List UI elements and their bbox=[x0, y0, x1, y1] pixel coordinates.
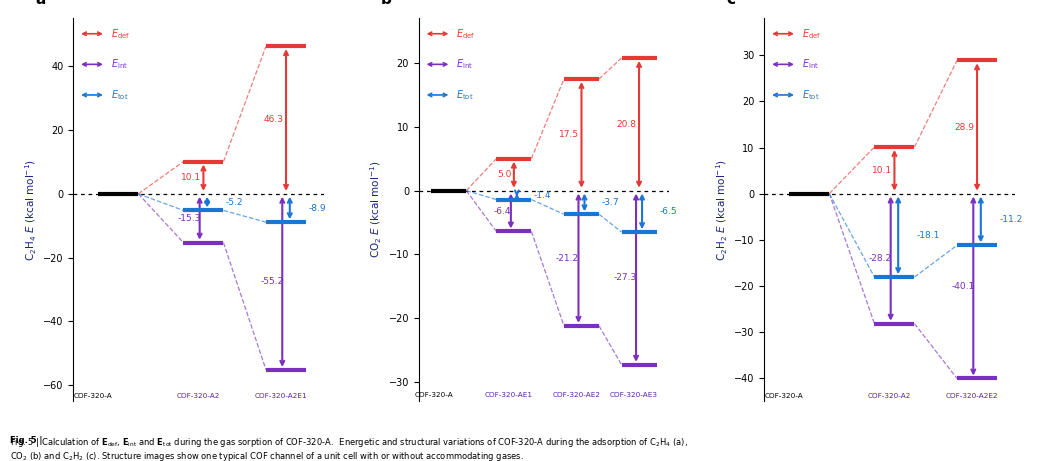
Text: COF-320-A: COF-320-A bbox=[765, 393, 803, 399]
Text: -1.4: -1.4 bbox=[533, 190, 551, 200]
Text: -18.1: -18.1 bbox=[917, 231, 940, 240]
Text: -6.4: -6.4 bbox=[494, 207, 511, 216]
Text: -40.1: -40.1 bbox=[951, 282, 975, 290]
Text: Fig. 5 | Calculation of $\mathbf{E}_{\rm def}$, $\mathbf{E}_{\rm int}$ and $\mat: Fig. 5 | Calculation of $\mathbf{E}_{\rm… bbox=[10, 436, 688, 461]
Text: -27.3: -27.3 bbox=[613, 273, 637, 282]
Text: COF-320-A2: COF-320-A2 bbox=[868, 393, 911, 399]
Text: $E_{\mathrm{def}}$: $E_{\mathrm{def}}$ bbox=[111, 27, 130, 41]
Text: COF-320-A2E1: COF-320-A2E1 bbox=[255, 394, 308, 400]
Text: a: a bbox=[36, 0, 46, 7]
Text: -15.3: -15.3 bbox=[178, 214, 201, 223]
Text: -11.2: -11.2 bbox=[1000, 215, 1023, 224]
Text: 5.0: 5.0 bbox=[497, 170, 511, 179]
Text: COF-320-A2E2: COF-320-A2E2 bbox=[946, 393, 998, 399]
Text: $E_{\mathrm{tot}}$: $E_{\mathrm{tot}}$ bbox=[802, 88, 819, 102]
Y-axis label: C$_2$H$_2$ $E$ (kcal mol$^{-1}$): C$_2$H$_2$ $E$ (kcal mol$^{-1}$) bbox=[714, 159, 730, 261]
Text: -5.2: -5.2 bbox=[226, 198, 244, 207]
Text: COF-320-AE3: COF-320-AE3 bbox=[610, 392, 658, 398]
Text: 10.1: 10.1 bbox=[871, 166, 892, 175]
Text: -28.2: -28.2 bbox=[869, 254, 892, 263]
Text: $E_{\mathrm{def}}$: $E_{\mathrm{def}}$ bbox=[802, 27, 821, 41]
Text: c: c bbox=[727, 0, 735, 7]
Text: -3.7: -3.7 bbox=[601, 198, 619, 207]
Text: Fig. 5 |: Fig. 5 | bbox=[10, 436, 46, 445]
Text: 28.9: 28.9 bbox=[955, 123, 975, 131]
Text: 17.5: 17.5 bbox=[559, 130, 579, 139]
Text: $E_{\mathrm{tot}}$: $E_{\mathrm{tot}}$ bbox=[111, 88, 129, 102]
Text: 20.8: 20.8 bbox=[616, 120, 637, 129]
Text: b: b bbox=[381, 0, 392, 7]
Y-axis label: C$_2$H$_4$ $E$ (kcal mol$^{-1}$): C$_2$H$_4$ $E$ (kcal mol$^{-1}$) bbox=[23, 159, 39, 261]
Text: 46.3: 46.3 bbox=[264, 116, 283, 124]
Text: $E_{\mathrm{int}}$: $E_{\mathrm{int}}$ bbox=[456, 58, 473, 71]
Text: COF-320-AE1: COF-320-AE1 bbox=[485, 392, 532, 398]
Text: -21.2: -21.2 bbox=[555, 254, 579, 263]
Text: COF-320-A: COF-320-A bbox=[74, 394, 113, 400]
Text: -55.2: -55.2 bbox=[260, 278, 283, 286]
Text: COF-320-AE2: COF-320-AE2 bbox=[552, 392, 600, 398]
Text: COF-320-A2: COF-320-A2 bbox=[177, 394, 220, 400]
Text: COF-320-A: COF-320-A bbox=[414, 392, 453, 398]
Text: 10.1: 10.1 bbox=[181, 173, 201, 182]
Text: $E_{\mathrm{int}}$: $E_{\mathrm{int}}$ bbox=[111, 58, 128, 71]
Text: $E_{\mathrm{tot}}$: $E_{\mathrm{tot}}$ bbox=[456, 88, 474, 102]
Text: -8.9: -8.9 bbox=[309, 203, 326, 213]
Text: $E_{\mathrm{def}}$: $E_{\mathrm{def}}$ bbox=[456, 27, 476, 41]
Text: $E_{\mathrm{int}}$: $E_{\mathrm{int}}$ bbox=[802, 58, 819, 71]
Text: -6.5: -6.5 bbox=[659, 207, 677, 216]
Y-axis label: CO$_2$ $E$ (kcal mol$^{-1}$): CO$_2$ $E$ (kcal mol$^{-1}$) bbox=[369, 161, 384, 259]
